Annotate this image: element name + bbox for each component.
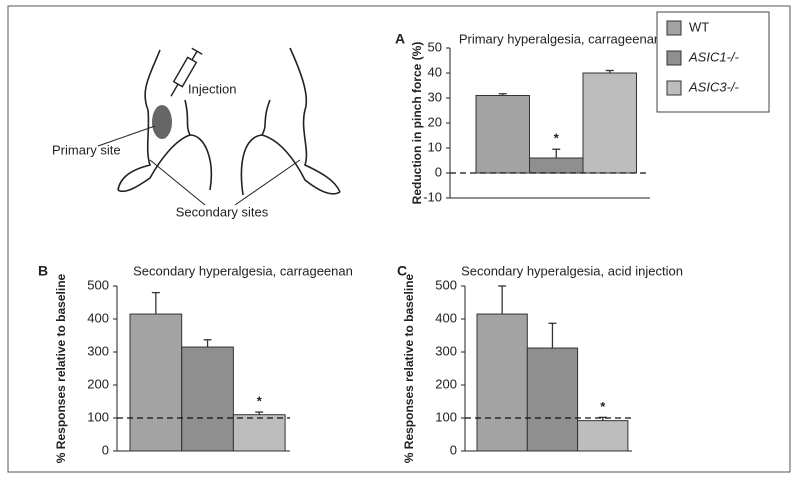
legend-swatch <box>666 20 682 36</box>
diagram-label: Secondary sites <box>176 204 269 219</box>
diagram-label: Primary site <box>52 142 121 157</box>
error-bar <box>552 148 561 158</box>
y-axis-label: % Responses relative to baseline <box>54 273 68 463</box>
left-leg-outline <box>117 134 213 193</box>
bar <box>232 414 286 452</box>
primary-pointer <box>97 125 156 147</box>
error-bar <box>598 416 607 421</box>
y-tick-label: 200 <box>435 376 457 391</box>
mouse-diagram: Injection Primary site Secondary sites <box>52 47 341 219</box>
y-tick-label: 40 <box>428 64 442 79</box>
syringe <box>170 47 203 97</box>
panel-letter: A <box>395 31 405 47</box>
right-body-outline <box>289 47 341 193</box>
y-tick-label: 50 <box>428 39 442 54</box>
significance-marker: * <box>554 131 560 146</box>
legend-label: ASIC1-/- <box>688 49 740 64</box>
y-tick-label: 100 <box>87 409 109 424</box>
error-bar <box>203 339 212 348</box>
significance-marker: * <box>257 393 263 408</box>
panel-letter: B <box>38 263 48 279</box>
frame <box>7 5 791 473</box>
y-tick-label: 0 <box>102 442 109 457</box>
error-bar <box>605 69 614 73</box>
y-tick-label: 500 <box>435 277 457 292</box>
chart: A Primary hyperalgesia, carrageenan Reduct… <box>395 11 770 205</box>
secondary-pointer <box>234 159 301 206</box>
bar <box>129 313 183 452</box>
y-tick-label: 20 <box>428 114 442 129</box>
error-bar <box>151 291 160 315</box>
y-tick-label: 100 <box>435 409 457 424</box>
legend-label: ASIC3-/- <box>688 79 740 94</box>
left-inner-outline <box>184 99 191 136</box>
y-tick-label: 300 <box>435 343 457 358</box>
y-tick-label: -10 <box>423 189 442 204</box>
secondary-pointer <box>149 159 206 206</box>
y-tick-label: 10 <box>428 139 442 154</box>
y-tick-label: 400 <box>435 310 457 325</box>
bar <box>582 72 637 174</box>
legend-swatch <box>666 50 682 66</box>
legend-swatch <box>666 80 682 96</box>
injection-site <box>152 105 172 139</box>
bar <box>476 313 528 452</box>
bar <box>529 157 584 174</box>
chart-title: Secondary hyperalgesia, carrageenan <box>133 263 353 278</box>
y-tick-label: 200 <box>87 376 109 391</box>
y-tick-label: 30 <box>428 89 442 104</box>
bar <box>577 420 629 452</box>
legend: WT ASIC1-/- ASIC3-/- <box>656 11 770 113</box>
y-tick-label: 0 <box>450 442 457 457</box>
diagram-label: Injection <box>188 81 236 96</box>
chart-title: Secondary hyperalgesia, acid injection <box>461 263 683 278</box>
left-body-outline <box>117 49 161 191</box>
y-tick-label: 300 <box>87 343 109 358</box>
right-leg-outline <box>240 134 341 196</box>
chart: B Secondary hyperalgesia, carrageenan % Re… <box>38 263 353 464</box>
error-bar <box>255 411 264 415</box>
panel-letter: C <box>397 263 407 279</box>
bar <box>526 347 579 452</box>
significance-marker: * <box>600 399 606 414</box>
y-tick-label: 0 <box>435 164 442 179</box>
chart-title: Primary hyperalgesia, carrageenan <box>459 31 661 46</box>
y-tick-label: 500 <box>87 277 109 292</box>
legend-label: WT <box>689 19 709 34</box>
chart: C Secondary hyperalgesia, acid injection%… <box>397 263 683 464</box>
error-bar <box>548 322 557 349</box>
error-bar <box>498 285 507 315</box>
bar <box>475 95 530 174</box>
y-tick-label: 400 <box>87 310 109 325</box>
error-bar <box>498 93 507 96</box>
y-axis-label: Reduction in pinch force (%) <box>410 42 424 205</box>
bar <box>181 346 234 452</box>
right-inner-outline <box>261 99 271 136</box>
y-axis-label: % Responses relative to baseline <box>402 273 416 463</box>
